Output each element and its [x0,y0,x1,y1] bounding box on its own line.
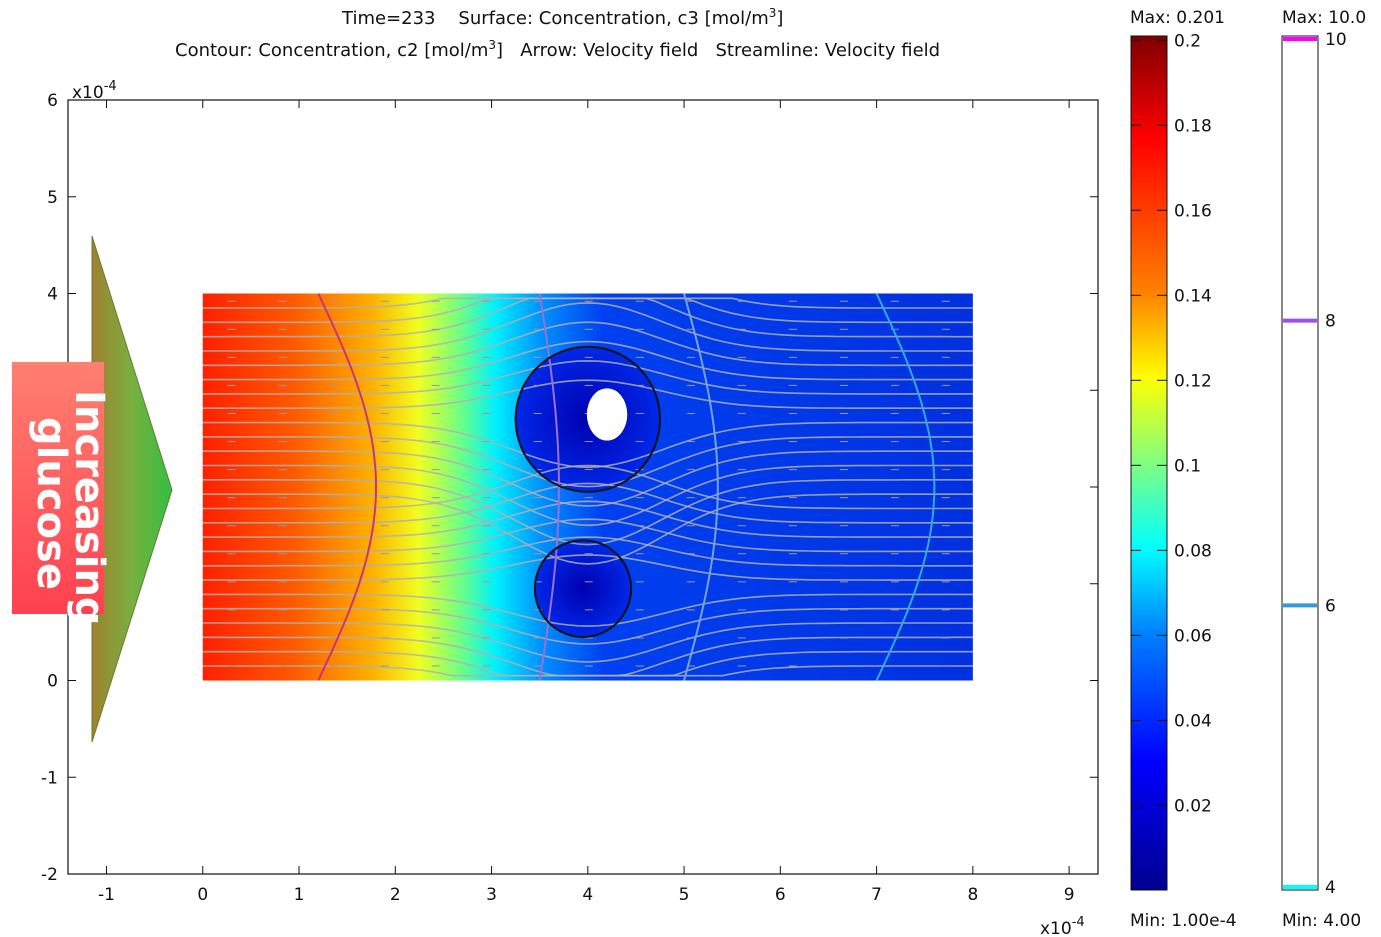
streamline-7 [202,536,973,567]
low-concentration-region-lower [534,540,632,637]
title-contour-end: ] [496,40,504,61]
x-tick-label-3: 2 [390,885,401,905]
surface-colorbar [1130,35,1168,891]
cb-tick-label-2: 0.16 [1174,201,1212,221]
streamline-6 [202,554,973,581]
streamline-11 [202,464,973,510]
title-surface: Surface: Concentration, c3 [mol/m [458,8,769,29]
cb-tick-label-1: 0.18 [1174,116,1212,136]
streamline-9 [202,500,973,538]
cb-tick-label-7: 0.06 [1174,626,1212,646]
streamline-16 [202,436,973,488]
contour-level-label-0: 10 [1325,30,1347,50]
title-contour-sup: 3 [488,38,496,52]
velocity-arrows [227,300,950,667]
streamline-10 [202,482,973,524]
x-multiplier: x10-4 [1040,915,1085,937]
title-streamline: Streamline: Velocity field [715,40,941,61]
x-tick-label-1: 0 [197,885,208,905]
cb-tick-label-5: 0.1 [1174,456,1201,476]
streamline-5 [202,593,973,627]
surface-colorbar-min: Min: 1.00e-4 [1130,911,1237,931]
contour-level-4 [875,293,936,681]
annotation-line2: glucose [28,417,74,590]
streamline-25 [202,297,973,309]
cb-tick-label-0: 0.2 [1174,31,1201,51]
contour-colorbar-min: Min: 4.00 [1282,911,1361,931]
title-arrow: Arrow: Velocity field [520,40,699,61]
x-tick-label-6: 5 [679,885,690,905]
cb-tick-label-8: 0.04 [1174,711,1212,731]
contour-level-6 [683,293,719,681]
streamline-20 [202,340,973,381]
streamline-15 [202,450,973,507]
contour-level-10 [317,293,378,681]
annotation-box [12,362,104,614]
y-tick-label-7: 5 [47,188,58,208]
cell-outline-upper [514,345,662,493]
contour-colorbar [1281,35,1319,891]
contour-level-label-1: 8 [1325,312,1336,332]
y-multiplier: x10-4 [72,79,117,103]
streamline-8 [202,518,973,553]
title-line-1: Time=233 Surface: Concentration, c3 [mol… [342,6,783,29]
streamline-13 [202,479,973,546]
contour-level-label-2: 6 [1325,596,1336,616]
y-tick-label-8: 6 [47,91,58,111]
x-tick-label-7: 6 [775,885,786,905]
x-tick-label-8: 7 [871,885,882,905]
y-tick-label-1: -1 [41,768,58,788]
title-surface-end: ] [776,8,784,29]
cb-tick-label-4: 0.12 [1174,371,1212,391]
streamline-3 [202,622,973,663]
surface-colorbar-ticks: 0.2 0.18 0.16 0.14 0.12 0.1 0.08 0.06 0.04 0.02 [1131,31,1212,816]
title-surface-sup: 3 [768,6,777,20]
title-line-2: Contour: Concentration, c2 [mol/m3] Arro… [175,38,940,61]
cb-tick-label-3: 0.14 [1174,286,1212,306]
contour-level-label-3: 4 [1325,878,1336,898]
annotation-text-group: Increasing glucose [28,390,112,626]
x-tick-label-4: 3 [486,885,497,905]
x-tick-label-0: -1 [98,885,115,905]
x-tick-label-2: 1 [294,885,305,905]
contour-colorbar-max: Max: 10.0 [1282,8,1366,28]
x-tick-label-10: 9 [1064,885,1075,905]
streamline-22 [202,302,973,352]
streamline-19 [202,360,973,395]
cell-outline-lower [533,539,633,638]
x-ticks: -1 0 1 2 3 4 5 6 7 8 9 [98,100,1075,905]
annotation-line1: Increasing [66,390,112,626]
streamline-12 [202,493,973,565]
contour-lines [317,293,936,681]
contour-colorbar-levels: 10 8 6 4 [1283,30,1347,898]
x-tick-label-9: 8 [967,885,978,905]
x-tick-label-5: 4 [582,885,593,905]
cb-tick-label-9: 0.02 [1174,796,1212,816]
streamline-21 [202,321,973,367]
title-time: Time=233 [342,8,436,29]
y-tick-label-6: 4 [47,285,58,305]
y-tick-label-2: 0 [47,672,58,692]
surface-colorbar-max: Max: 0.201 [1130,8,1225,28]
streamline-17 [202,421,973,469]
obstacle-hole [586,388,628,441]
y-tick-label-0: -2 [41,865,58,885]
cb-tick-label-6: 0.08 [1174,541,1212,561]
title-contour: Contour: Concentration, c2 [mol/m [175,40,489,61]
streamline-18 [202,379,973,409]
streamline-4 [202,607,973,645]
